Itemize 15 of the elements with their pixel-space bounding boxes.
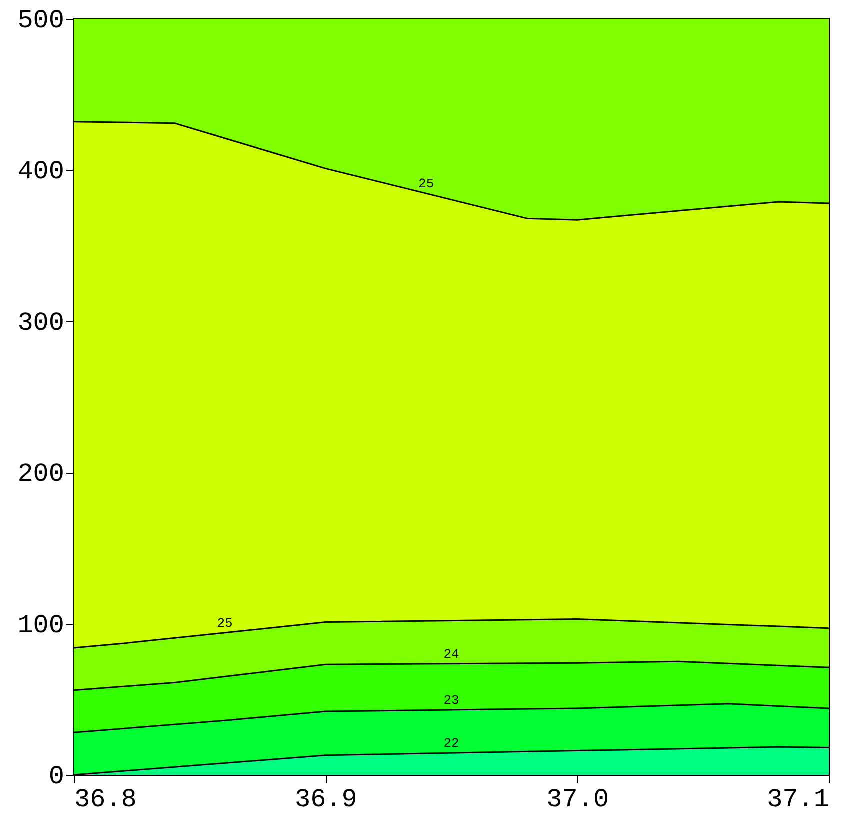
series-label: 24 bbox=[444, 646, 460, 662]
y-tick-label: 200 bbox=[18, 459, 64, 490]
x-tick-label: 37.1 bbox=[767, 784, 830, 814]
series-label: 23 bbox=[444, 692, 460, 708]
series-label: 25 bbox=[418, 176, 434, 192]
x-tick-label: 37.0 bbox=[546, 784, 610, 814]
y-tick-label: 0 bbox=[48, 762, 64, 792]
y-tick-label: 300 bbox=[18, 308, 64, 338]
x-tick-label: 36.9 bbox=[294, 784, 358, 814]
y-tick-label: 500 bbox=[18, 6, 64, 36]
y-tick-label: 400 bbox=[18, 156, 64, 187]
series-label: 25 bbox=[217, 616, 233, 631]
y-tick-label: 100 bbox=[18, 610, 64, 640]
series-label: 22 bbox=[444, 736, 460, 752]
x-tick-label: 36.8 bbox=[74, 784, 137, 814]
